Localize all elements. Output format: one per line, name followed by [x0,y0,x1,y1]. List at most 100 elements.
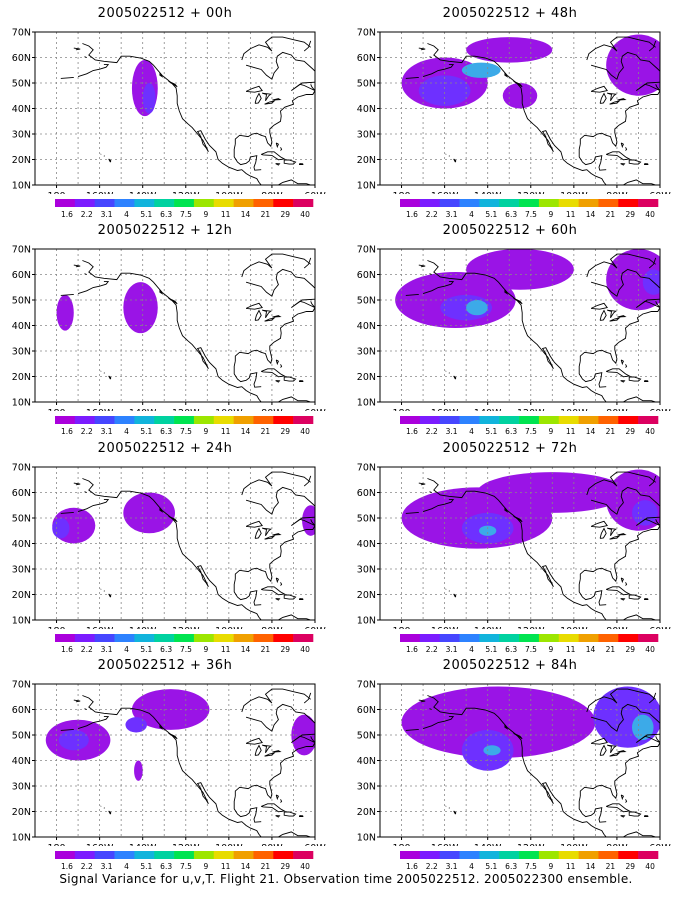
map-plot: 10N 20N 30N 40N 50N 60N 70N 180 160W 140W 120W 100W… [357,245,672,412]
coastline [590,268,660,297]
coastline [607,744,617,754]
lon-tick-label: 180 [392,408,410,411]
colorbar-label: 14 [586,427,596,436]
coastline [254,309,262,321]
colorbar-swatch [598,199,619,207]
coastline [628,159,642,165]
coastline-layer [60,467,315,620]
shading-layer [401,469,660,549]
variance-blob [56,294,74,331]
colorbar-label: 5.1 [140,427,152,436]
colorbar-label: 4 [124,645,129,654]
coastline [625,147,628,151]
variance-blob [52,518,70,539]
coastline [504,507,509,513]
colorbar-swatch [74,416,95,424]
coastline [82,260,311,402]
lat-tick-label: 30N [357,565,376,576]
colorbar-swatch [459,851,480,859]
variance-blob [466,249,574,290]
coastline [453,158,457,163]
coastline [609,317,621,322]
colorbar-swatch [519,416,540,424]
colorbar-label: 21 [261,862,271,871]
coastline [77,499,110,513]
lon-tick-label: 60W [304,191,326,194]
lon-tick-label: 160W [431,626,459,629]
colorbar: 1.6 2.2 3.1 4 5.1 6.3 7.5 9 11 14 21 29 40 [400,199,659,219]
coastline [310,519,315,526]
colorbar-swatch [419,851,440,859]
colorbar-label: 7.5 [180,210,192,219]
colorbar-label: 7.5 [525,427,537,436]
colorbar-label: 3.1 [101,427,113,436]
coastline [159,72,164,78]
variance-blob [479,525,497,536]
coastline [607,527,617,537]
lat-tick-label: 40N [12,104,31,115]
map-plot: 10N 20N 30N 40N 50N 60N 70N 180 160W 140W 120W 100W… [12,245,327,412]
colorbar-label: 5.1 [485,210,497,219]
colorbar-label: 14 [241,427,251,436]
colorbar-swatch [293,416,314,424]
coastline [578,796,607,823]
lat-tick-label: 20N [357,590,376,601]
coastline [283,159,297,165]
coastline [620,598,626,601]
coastline [578,144,607,171]
coastline [648,475,657,487]
colorbar-label: 5.1 [140,645,152,654]
lat-tick-label: 70N [12,28,31,39]
colorbar-swatch [94,416,115,424]
colorbar-swatch [273,416,294,424]
lon-tick-label: 100W [215,626,243,629]
coastline [84,273,87,275]
colorbar-swatch [74,851,95,859]
coastline [77,64,110,78]
coastline [586,471,656,496]
colorbar-swatch [273,199,294,207]
coastline [280,799,283,803]
lon-tick-label: 140W [129,626,157,629]
colorbar-label: 1.6 [61,210,73,219]
colorbar-swatch [55,416,76,424]
lon-tick-label: 160W [431,408,459,411]
colorbar-swatch [174,851,195,859]
coastline [303,40,312,52]
colorbar-swatch [94,199,115,207]
colorbar-label: 3.1 [101,862,113,871]
panel-title: 2005022512 + 48h [442,6,578,21]
coastline [586,36,656,61]
colorbar-label: 3.1 [101,210,113,219]
lat-tick-label: 50N [12,296,31,307]
colorbar-label: 14 [241,210,251,219]
lon-tick-label: 140W [474,843,502,846]
lat-tick-label: 10N [357,398,376,409]
coastline [103,372,105,374]
variance-blob [123,282,158,334]
coastline [272,533,282,536]
coastline [590,520,608,528]
colorbar-swatch [74,199,95,207]
panel-title: 2005022512 + 60h [442,223,578,238]
coastline [303,692,312,704]
variance-blob [466,300,488,316]
coastline [620,577,624,584]
colorbar: 1.6 2.2 3.1 4 5.1 6.3 7.5 9 11 14 21 29 40 [55,634,314,654]
coastline [579,81,660,148]
coastline [283,811,297,817]
colorbar-swatch [55,199,76,207]
colorbar-swatch [134,416,155,424]
colorbar-label: 2.2 [81,645,93,654]
variance-blob [502,83,538,109]
coastline [513,732,523,740]
coastline-layer [60,249,315,402]
variance-blob [302,505,315,536]
coastline [578,361,607,388]
lon-tick-label: 160W [86,408,114,411]
coastline [261,368,286,378]
colorbar-label: 6.3 [505,427,517,436]
coastline [254,527,262,539]
lat-tick-label: 60N [12,270,31,281]
lat-tick-label: 70N [12,463,31,474]
